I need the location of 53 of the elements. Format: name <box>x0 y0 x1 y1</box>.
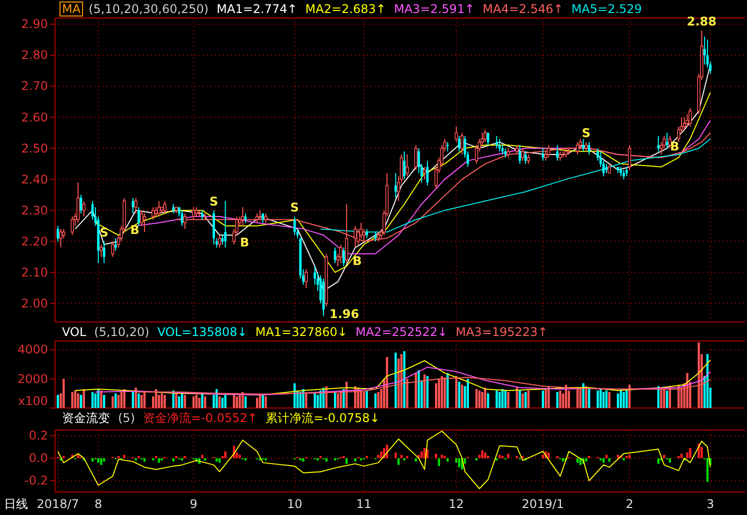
annotation: S <box>290 200 299 215</box>
chart-title: 资金流变 <box>62 411 110 425</box>
annotation: 2.88 <box>686 14 716 28</box>
x-tick-label: 8 <box>94 497 102 511</box>
y-tick-label: 2.70 <box>21 79 48 94</box>
text: MA3=2.591↑ <box>394 2 475 16</box>
y-tick-label: 2.80 <box>21 48 48 62</box>
annotation: S <box>100 225 108 240</box>
legend-title: (5) <box>118 411 135 425</box>
y-tick-label: 2.90 <box>21 17 48 32</box>
annotation: B <box>670 139 680 154</box>
y-tick-label: 2.50 <box>21 141 48 156</box>
text: VOL=135808↓ <box>157 325 248 339</box>
x-tick-label: 2019/1 <box>522 497 564 511</box>
annotation: S <box>209 194 218 208</box>
text: MA2=2.683↑ <box>305 2 386 16</box>
y-tick-label: 0.2 <box>28 428 48 443</box>
y-tick-label: -0.2 <box>24 474 48 488</box>
x-tick-label: 11 <box>356 497 372 511</box>
text: MA4=2.546↑ <box>482 2 564 16</box>
y-tick-label: 2.10 <box>21 265 48 280</box>
text: MA1=327860↓ <box>255 325 348 339</box>
annotation: B <box>352 254 362 268</box>
annotation: S <box>582 126 591 140</box>
x-tick-label: 3 <box>706 497 714 511</box>
y-tick-label: 2.40 <box>21 172 48 186</box>
chart-title: VOL <box>62 325 86 339</box>
x-tick-label: 9 <box>190 497 198 511</box>
series-label: 累计净流=-0.0758↓ <box>265 411 380 425</box>
y-tick-label: 2.60 <box>21 110 48 124</box>
x-tick-label: 2 <box>626 497 634 511</box>
text: MA3=195223↑ <box>456 325 548 339</box>
y-tick-label: 2000 <box>17 372 48 386</box>
chart-title: MA <box>62 2 82 16</box>
y-tick-label: 2.20 <box>21 234 48 248</box>
x-tick-label: 2018/7 <box>36 497 79 511</box>
annotation: B <box>130 223 140 238</box>
y-tick-label: 4000 <box>17 342 48 357</box>
y-tick-label: x100 <box>18 394 48 408</box>
y-tick-label: 2.00 <box>21 296 48 310</box>
text: MA5=2.529 <box>571 2 642 16</box>
text: MA1=2.774↑ <box>216 2 298 16</box>
annotation: 1.96 <box>329 306 360 321</box>
legend-title: (5,10,20) <box>94 325 150 339</box>
text: 资金净流=-0.0552↑ <box>143 411 258 425</box>
y-tick-label: 0.0 <box>28 451 48 466</box>
x-tick-label: 10 <box>286 497 302 511</box>
annotation: B <box>240 235 250 250</box>
y-tick-label: 2.30 <box>21 203 48 218</box>
x-tick-label: 12 <box>448 497 464 511</box>
text: 日线 <box>4 497 28 511</box>
legend-title: (5,10,20,30,60,250) <box>88 2 209 16</box>
text: MA2=252522↓ <box>355 325 448 339</box>
